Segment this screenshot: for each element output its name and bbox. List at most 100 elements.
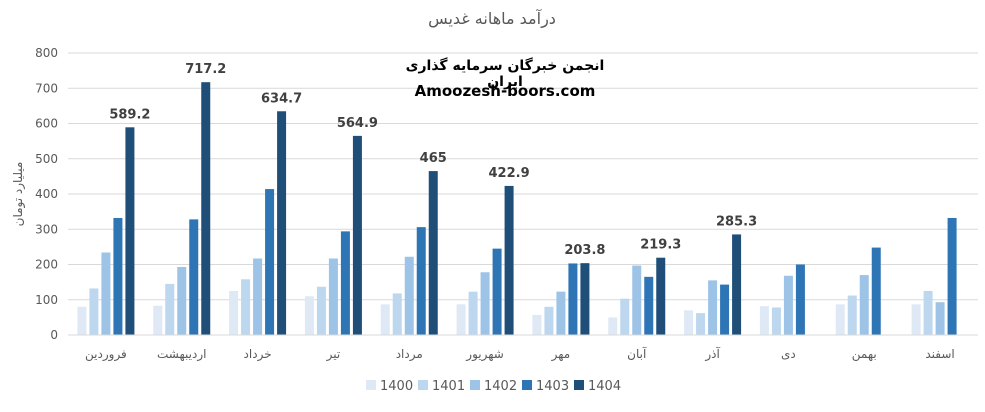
- bar-1404: [277, 111, 287, 335]
- bar-1400: [380, 304, 390, 335]
- legend-swatch-1401: [418, 380, 428, 390]
- bar-1401: [316, 286, 326, 335]
- x-tick-label: خرداد: [244, 347, 272, 362]
- bar-1403: [113, 217, 123, 335]
- bar-1403: [720, 284, 730, 335]
- bar-1402: [253, 258, 263, 335]
- bar-1400: [304, 296, 314, 335]
- legend-swatch-1402: [470, 380, 480, 390]
- bar-1402: [632, 265, 642, 335]
- bar-1401: [847, 295, 857, 335]
- data-label: 285.3: [716, 214, 757, 229]
- bar-1400: [608, 317, 618, 335]
- x-tick-label: اردیبهشت: [157, 347, 206, 362]
- bar-1404: [732, 234, 742, 335]
- bar-1401: [544, 306, 554, 335]
- legend-label-1403: 1403: [536, 379, 569, 394]
- bar-1404: [656, 257, 666, 335]
- bar-1404: [504, 185, 514, 335]
- bar-1401: [89, 288, 99, 335]
- bar-1400: [77, 306, 87, 335]
- data-label: 634.7: [261, 91, 302, 106]
- y-tick-label: 200: [35, 258, 58, 272]
- data-label: 589.2: [109, 107, 150, 122]
- x-tick-label: بهمن: [852, 347, 877, 362]
- y-tick-label: 300: [35, 222, 58, 236]
- bar-1400: [456, 304, 466, 335]
- bar-1402: [556, 291, 566, 335]
- bar-1404: [125, 127, 135, 335]
- bar-1400: [153, 305, 163, 335]
- bar-1401: [392, 293, 402, 335]
- bar-1402: [328, 258, 338, 335]
- legend-swatch-1404: [574, 380, 584, 390]
- bar-1400: [759, 306, 769, 335]
- y-tick-label: 0: [50, 328, 58, 342]
- bar-1401: [696, 313, 706, 335]
- bar-1402: [177, 266, 187, 335]
- data-label: 564.9: [337, 116, 378, 131]
- bar-1402: [935, 302, 945, 335]
- bar-1403: [189, 219, 199, 335]
- data-label: 422.9: [489, 166, 530, 181]
- x-tick-label: آبان: [627, 346, 647, 361]
- bar-1400: [532, 314, 542, 335]
- bar-1403: [795, 264, 805, 335]
- legend-label-1401: 1401: [432, 379, 465, 394]
- bar-1400: [911, 304, 921, 335]
- bar-1400: [229, 290, 239, 335]
- watermark-url: Amoozesh-boors.com: [414, 82, 596, 100]
- bar-1402: [101, 252, 111, 335]
- data-label: 465: [420, 151, 447, 166]
- bar-1401: [468, 291, 478, 335]
- bar-1402: [404, 256, 414, 335]
- x-tick-label: دی: [781, 347, 796, 361]
- x-tick-label: تیر: [326, 347, 341, 362]
- data-label: 717.2: [185, 62, 226, 77]
- x-tick-label: مرداد: [396, 347, 423, 362]
- bar-1401: [165, 283, 175, 335]
- bar-1403: [340, 231, 350, 335]
- legend-swatch-1403: [522, 380, 532, 390]
- x-tick-label: آذر: [704, 346, 720, 362]
- data-label: 203.8: [564, 243, 605, 258]
- legend-label-1404: 1404: [588, 379, 621, 394]
- bar-1403: [871, 247, 881, 335]
- y-tick-label: 400: [35, 187, 58, 201]
- chart-title: درآمد ماهانه غدیس: [428, 9, 556, 29]
- bar-1404: [580, 263, 590, 335]
- bar-1401: [241, 279, 251, 335]
- bar-1401: [923, 290, 933, 335]
- y-tick-label: 100: [35, 293, 58, 307]
- bar-1404: [428, 171, 438, 335]
- y-tick-label: 600: [35, 117, 58, 131]
- bar-1402: [859, 275, 869, 335]
- bar-1402: [783, 275, 793, 335]
- bar-1403: [644, 276, 654, 335]
- bar-1403: [265, 189, 275, 335]
- bar-1403: [492, 248, 502, 335]
- legend-label-1402: 1402: [484, 379, 517, 394]
- bar-1403: [416, 227, 426, 335]
- x-tick-label: فروردین: [85, 347, 127, 362]
- y-tick-label: 700: [35, 81, 58, 95]
- data-label: 219.3: [640, 238, 681, 253]
- y-tick-label: 800: [35, 46, 58, 60]
- bar-1401: [771, 307, 781, 335]
- bar-1400: [684, 310, 694, 335]
- bar-1400: [835, 304, 845, 335]
- x-tick-label: اسفند: [925, 347, 954, 361]
- bar-1402: [480, 272, 490, 335]
- x-tick-label: شهریور: [465, 347, 504, 362]
- y-tick-label: 500: [35, 152, 58, 166]
- x-tick-label: مهر: [551, 347, 571, 362]
- legend-swatch-1400: [366, 380, 376, 390]
- bar-1404: [201, 82, 211, 335]
- bar-1404: [352, 135, 362, 335]
- bar-1402: [708, 280, 718, 335]
- bar-1403: [568, 263, 578, 335]
- bar-1401: [620, 298, 630, 335]
- y-axis-label: میلیارد تومان: [11, 162, 26, 227]
- bar-1403: [947, 217, 957, 335]
